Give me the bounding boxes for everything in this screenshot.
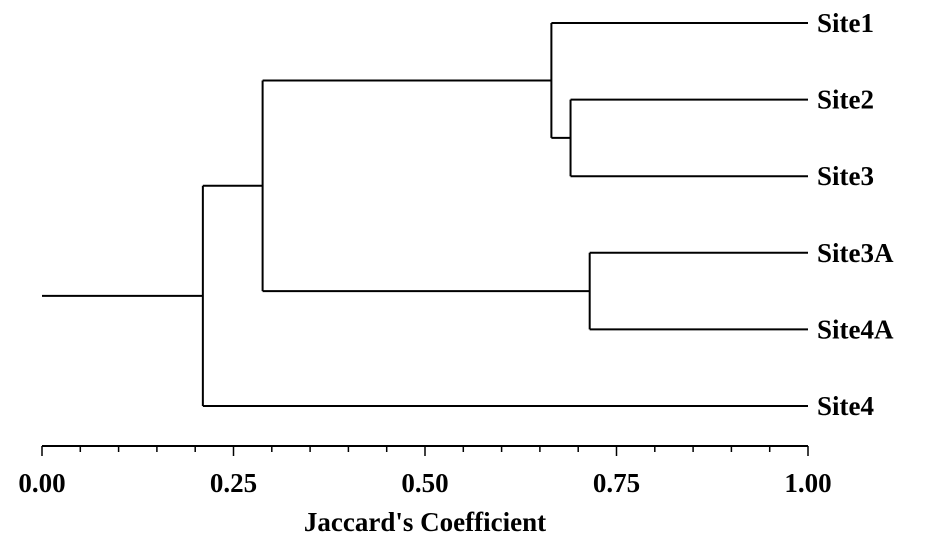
x-tick-label: 0.00 (18, 468, 65, 498)
x-tick-label: 0.50 (401, 468, 448, 498)
x-axis-title: Jaccard's Coefficient (304, 507, 546, 535)
leaf-label-site3a: Site3A (817, 238, 894, 268)
x-tick-label: 0.75 (593, 468, 640, 498)
leaf-labels: Site1 Site2 Site3 Site3A Site4A Site4 (817, 8, 894, 421)
x-axis: 0.00 0.25 0.50 0.75 1.00 (18, 445, 832, 498)
x-tick-label: 1.00 (784, 468, 831, 498)
leaf-label-site4a: Site4A (817, 314, 894, 344)
dendrogram-branches (42, 22, 808, 407)
leaf-label-site1: Site1 (817, 8, 874, 38)
leaf-label-site3: Site3 (817, 161, 874, 191)
x-tick-label: 0.25 (210, 468, 257, 498)
leaf-label-site4: Site4 (817, 391, 874, 421)
leaf-label-site2: Site2 (817, 85, 874, 115)
